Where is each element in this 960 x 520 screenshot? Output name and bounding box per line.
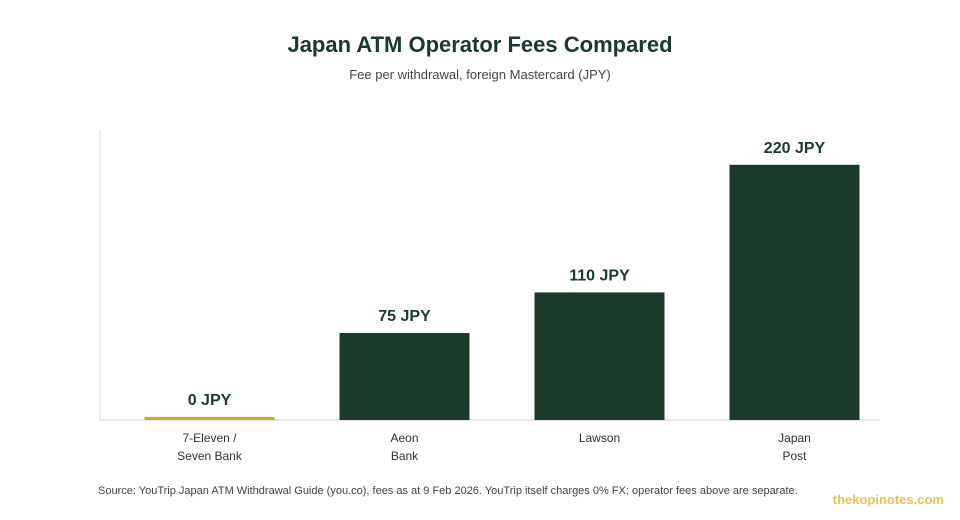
x-tick-label-0: 7-Eleven / Seven Bank [177,431,243,463]
x-tick-label-line: Lawson [579,431,620,445]
x-tick-label-line: Japan [778,431,811,445]
x-tick-label-3: Japan Post [778,431,811,463]
x-tick-label-1: Aeon Bank [390,431,419,463]
x-tick-label-2: Lawson [579,431,620,445]
x-tick-label-line: Bank [391,449,419,463]
chart-title: Japan ATM Operator Fees Compared [287,32,673,57]
bar-1 [339,333,470,420]
x-tick-label-line: 7-Eleven / [182,431,237,445]
x-tick-label-line: Seven Bank [177,449,243,463]
bar-chart: 0 JPY 7-Eleven / Seven Bank 75 JPY Aeon Bank 1… [99,130,880,463]
watermark: thekopinotes.com [832,492,944,507]
data-label-0: 0 JPY [188,392,232,409]
data-label-1: 75 JPY [378,308,431,325]
data-label-3: 220 JPY [764,140,826,157]
x-tick-label-line: Aeon [390,431,418,445]
x-tick-label-line: Post [782,449,807,463]
source-note: Source: YouTrip Japan ATM Withdrawal Gui… [98,485,798,497]
data-label-2: 110 JPY [569,267,630,284]
chart-subtitle: Fee per withdrawal, foreign Mastercard (… [349,67,611,82]
bar-2 [534,292,665,420]
bar-0 [144,417,275,420]
bar-3 [729,164,860,420]
